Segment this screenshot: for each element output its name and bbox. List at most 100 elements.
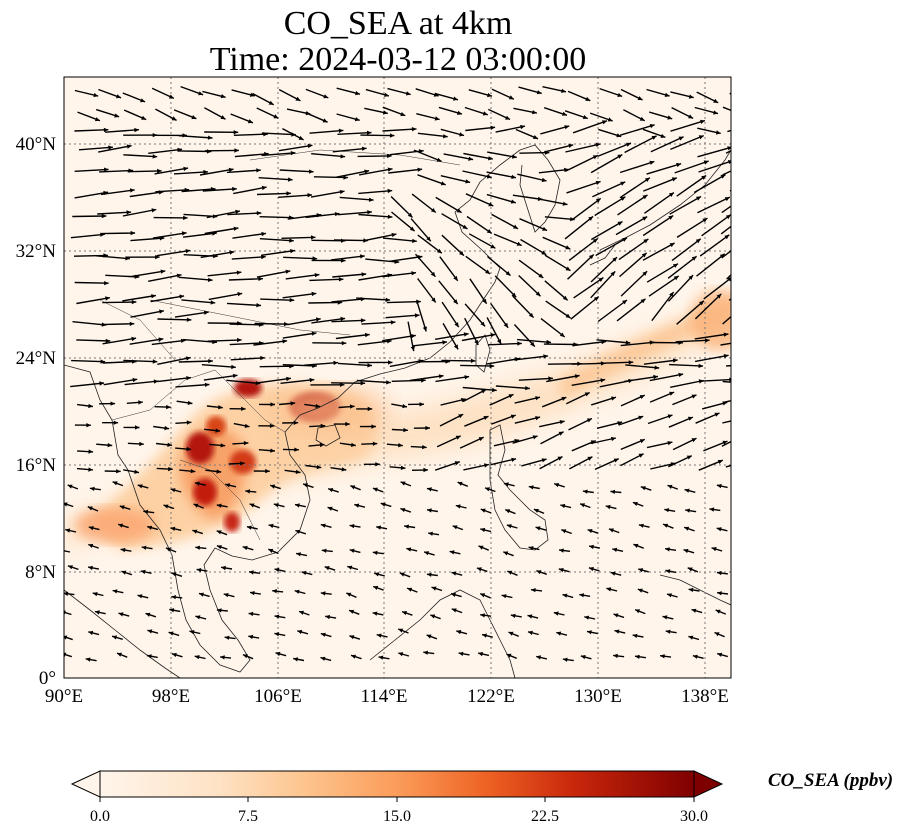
wind-vector-head <box>678 136 684 141</box>
wind-vector <box>365 258 400 263</box>
wind-vector <box>573 277 604 299</box>
wind-vector <box>207 339 242 342</box>
wind-vector-head <box>561 396 567 401</box>
wind-vector-head <box>113 420 119 425</box>
wind-vector-head <box>431 297 436 303</box>
wind-vector-head <box>398 443 403 448</box>
wind-vector-head <box>339 189 345 195</box>
wind-vector-head <box>303 483 308 488</box>
wind-vector-head <box>407 587 413 592</box>
wind-vector-head <box>101 213 107 219</box>
wind-vector-head <box>88 526 94 531</box>
wind-vector-head <box>585 96 591 101</box>
wind-vector-head <box>64 502 68 507</box>
wind-vector-head <box>86 423 91 428</box>
wind-vector <box>512 295 535 319</box>
wind-vector <box>596 339 631 344</box>
wind-vector-head <box>561 88 566 93</box>
wind-vector <box>358 213 393 218</box>
wind-vector-head <box>137 594 143 599</box>
wind-vector <box>233 133 268 136</box>
wind-vector-head <box>459 132 464 137</box>
wind-vector <box>464 303 486 327</box>
wind-vector-head <box>354 117 360 122</box>
wind-vector-head <box>562 295 568 301</box>
wind-vector <box>519 151 550 154</box>
wind-vector-head <box>470 358 476 363</box>
wind-vector-head <box>314 273 320 278</box>
wind-vector <box>545 300 571 319</box>
wind-vector <box>74 129 109 132</box>
wind-vector-head <box>503 322 509 328</box>
wind-vector <box>152 232 187 239</box>
wind-vector-head <box>651 135 657 140</box>
wind-vector-head <box>503 482 509 487</box>
wind-vector-head <box>568 143 574 148</box>
wind-vector <box>258 177 293 181</box>
wind-vector <box>414 253 436 278</box>
wind-vector-head <box>431 586 437 591</box>
wind-vector <box>618 238 649 261</box>
wind-vector <box>64 550 71 553</box>
wind-vector-head <box>245 489 251 494</box>
wind-vector-head <box>635 609 640 614</box>
wind-vector <box>103 378 138 386</box>
wind-vector-head <box>131 336 137 342</box>
wind-vector <box>463 152 493 160</box>
wind-vector-head <box>564 167 569 172</box>
wind-vector-head <box>749 338 754 342</box>
wind-vector-head <box>400 465 406 470</box>
wind-vector-head <box>387 153 392 159</box>
wind-vector <box>228 278 263 281</box>
wind-vector-head <box>517 341 522 346</box>
wind-vector-head <box>398 628 404 633</box>
wind-vector-head <box>489 363 495 369</box>
wind-vector-head <box>249 503 255 508</box>
wind-vector <box>178 135 213 139</box>
wind-vector-head <box>480 321 485 327</box>
wind-vector-head <box>605 504 611 510</box>
wind-vector-head <box>691 438 697 443</box>
wind-vector <box>495 385 530 390</box>
wind-vector-head <box>669 292 674 297</box>
wind-vector-head <box>366 130 372 135</box>
wind-vector-head <box>476 567 482 572</box>
wind-vector-head <box>746 100 751 104</box>
wind-vector-head <box>180 338 186 343</box>
wind-vector <box>590 256 618 283</box>
wind-vector-head <box>453 96 458 101</box>
wind-vector-head <box>411 271 416 276</box>
plume-tonkin-halo <box>270 385 390 435</box>
wind-vector-head <box>490 244 496 249</box>
wind-vector-head <box>667 593 672 598</box>
wind-vector-head <box>311 291 317 297</box>
wind-vector-head <box>457 481 463 486</box>
wind-vector <box>570 295 600 320</box>
wind-vector-head <box>367 210 372 215</box>
wind-vector-head <box>141 115 147 120</box>
wind-vector <box>465 126 496 132</box>
plume-band-east <box>560 300 731 400</box>
wind-vector-head <box>430 614 436 619</box>
wind-vector <box>674 160 709 174</box>
wind-vector <box>200 251 235 259</box>
wind-vector <box>544 216 575 221</box>
wind-vector <box>207 271 242 277</box>
wind-vector <box>460 364 495 367</box>
wind-vector <box>538 168 569 174</box>
wind-vector-head <box>453 275 458 281</box>
wind-vector <box>105 129 140 133</box>
wind-vector-head <box>256 211 262 216</box>
wind-vector-head <box>361 272 367 277</box>
wind-vector-head <box>316 464 322 470</box>
wind-vector-head <box>541 177 547 183</box>
wind-vector <box>643 359 678 365</box>
wind-vector-head <box>684 488 690 493</box>
wind-vector <box>620 270 648 297</box>
wind-vector-head <box>622 300 627 305</box>
wind-vector <box>229 323 264 326</box>
wind-vector <box>226 302 262 307</box>
wind-vector <box>441 359 476 362</box>
wind-vector-head <box>376 525 381 530</box>
wind-vector-head <box>717 570 722 576</box>
